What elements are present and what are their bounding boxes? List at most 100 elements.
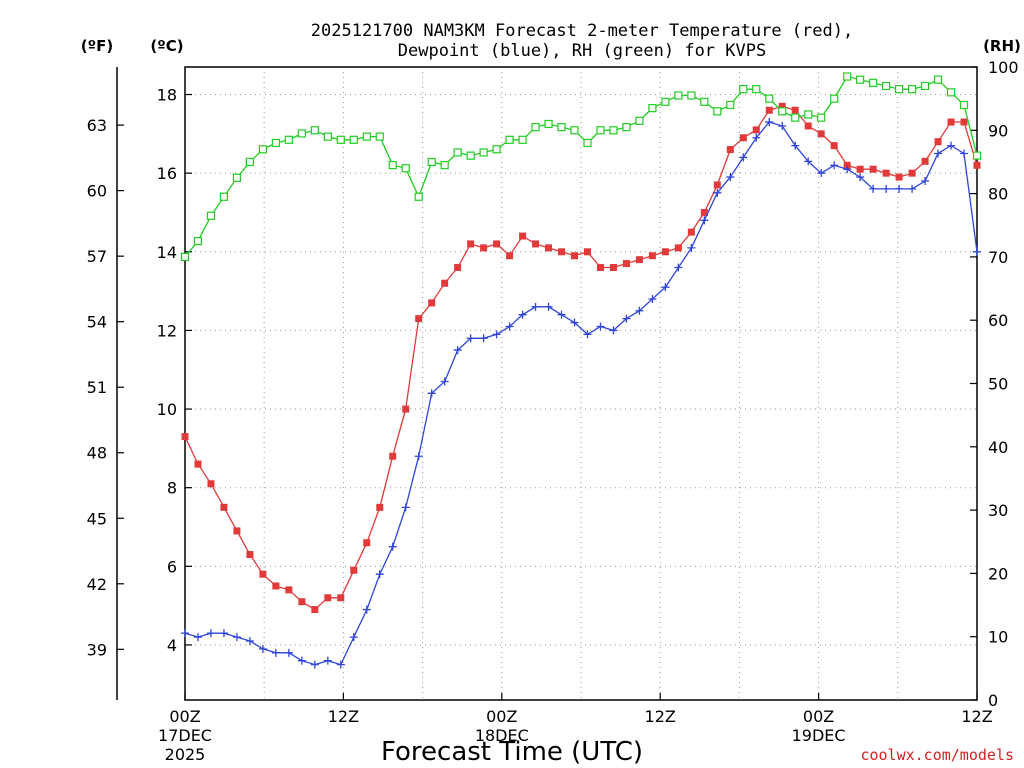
data-point: [856, 165, 864, 173]
data-point: [895, 173, 903, 181]
data-point: [765, 118, 774, 127]
data-point: [323, 656, 332, 665]
rh-tick-label: 60: [988, 311, 1008, 330]
data-point: [466, 151, 475, 160]
data-point: [258, 145, 268, 154]
data-point: [687, 228, 695, 236]
data-point: [933, 75, 943, 84]
data-point: [959, 100, 969, 110]
data-point: [869, 165, 877, 173]
data-point: [206, 629, 215, 638]
data-point: [310, 126, 319, 135]
x-tick-date: 17DEC: [158, 726, 212, 745]
data-point: [739, 134, 747, 142]
data-point: [388, 161, 397, 170]
data-point: [791, 141, 800, 150]
celsius-tick-label: 10: [157, 400, 177, 419]
data-point: [258, 644, 267, 653]
rh-tick-label: 10: [988, 628, 1008, 647]
axis-ticks: [117, 66, 978, 701]
x-tick-label: 00Z: [169, 707, 200, 726]
data-point: [791, 106, 799, 114]
data-point: [414, 192, 423, 201]
celsius-tick-label: 16: [157, 164, 177, 183]
data-point: [908, 169, 916, 177]
series-rh: [180, 72, 982, 261]
series-dewpoint: [181, 118, 981, 669]
data-point: [453, 346, 462, 355]
data-point: [687, 91, 696, 100]
x-tick-label: 00Z: [803, 707, 834, 726]
data-point: [635, 256, 643, 264]
series-line: [184, 121, 978, 666]
data-point: [934, 138, 942, 146]
data-point: [440, 377, 449, 386]
data-point: [246, 551, 254, 559]
data-point: [596, 126, 605, 135]
data-point: [843, 165, 852, 174]
data-point: [311, 606, 319, 614]
data-point: [791, 113, 800, 122]
data-point: [531, 123, 540, 132]
data-point: [972, 151, 982, 160]
data-point: [232, 633, 241, 642]
data-point: [271, 138, 280, 148]
data-point: [453, 148, 462, 157]
data-point: [402, 405, 410, 413]
data-point: [817, 169, 826, 178]
data-point: [609, 264, 617, 272]
data-point: [323, 132, 332, 141]
data-point: [441, 279, 449, 287]
data-point: [194, 460, 202, 468]
data-point: [583, 138, 592, 148]
data-point: [596, 322, 605, 331]
data-series: [180, 72, 982, 669]
data-point: [700, 97, 709, 106]
rh-tick-label: 40: [988, 438, 1008, 457]
data-point: [297, 656, 306, 665]
fahrenheit-tick-label: 60: [87, 182, 107, 201]
data-point: [661, 248, 669, 256]
data-point: [739, 85, 748, 94]
data-point: [480, 244, 488, 252]
data-point: [960, 149, 969, 158]
data-point: [518, 310, 527, 319]
data-point: [960, 118, 968, 126]
data-point: [518, 135, 527, 144]
data-point: [375, 132, 384, 141]
data-point: [674, 263, 683, 272]
data-point: [219, 629, 228, 638]
data-point: [778, 121, 787, 130]
data-point: [609, 126, 618, 135]
data-point: [336, 660, 345, 669]
data-point: [921, 157, 929, 165]
data-point: [492, 145, 501, 154]
data-point: [882, 184, 891, 193]
data-point: [765, 94, 774, 103]
data-point: [817, 130, 825, 138]
data-point: [817, 113, 826, 122]
data-point: [271, 648, 280, 657]
data-point: [583, 248, 591, 256]
data-point: [739, 153, 748, 162]
rh-tick-label: 70: [988, 248, 1008, 267]
data-point: [310, 660, 319, 669]
data-point: [531, 302, 540, 311]
x-tick-label: 12Z: [961, 707, 992, 726]
gridlines: [185, 67, 977, 700]
data-point: [506, 252, 514, 260]
x-tick-label: 12Z: [328, 707, 359, 726]
fahrenheit-tick-label: 42: [87, 575, 107, 594]
celsius-unit-label: (ºC): [150, 37, 183, 55]
celsius-tick-label: 12: [157, 321, 177, 340]
data-point: [648, 294, 657, 303]
data-point: [479, 148, 488, 157]
data-point: [349, 633, 358, 642]
data-point: [571, 252, 579, 260]
data-point: [388, 542, 397, 551]
data-point: [648, 104, 657, 113]
data-point: [181, 629, 189, 638]
data-point: [895, 184, 904, 193]
data-point: [830, 161, 839, 170]
x-tick-year: 2025: [165, 745, 206, 764]
